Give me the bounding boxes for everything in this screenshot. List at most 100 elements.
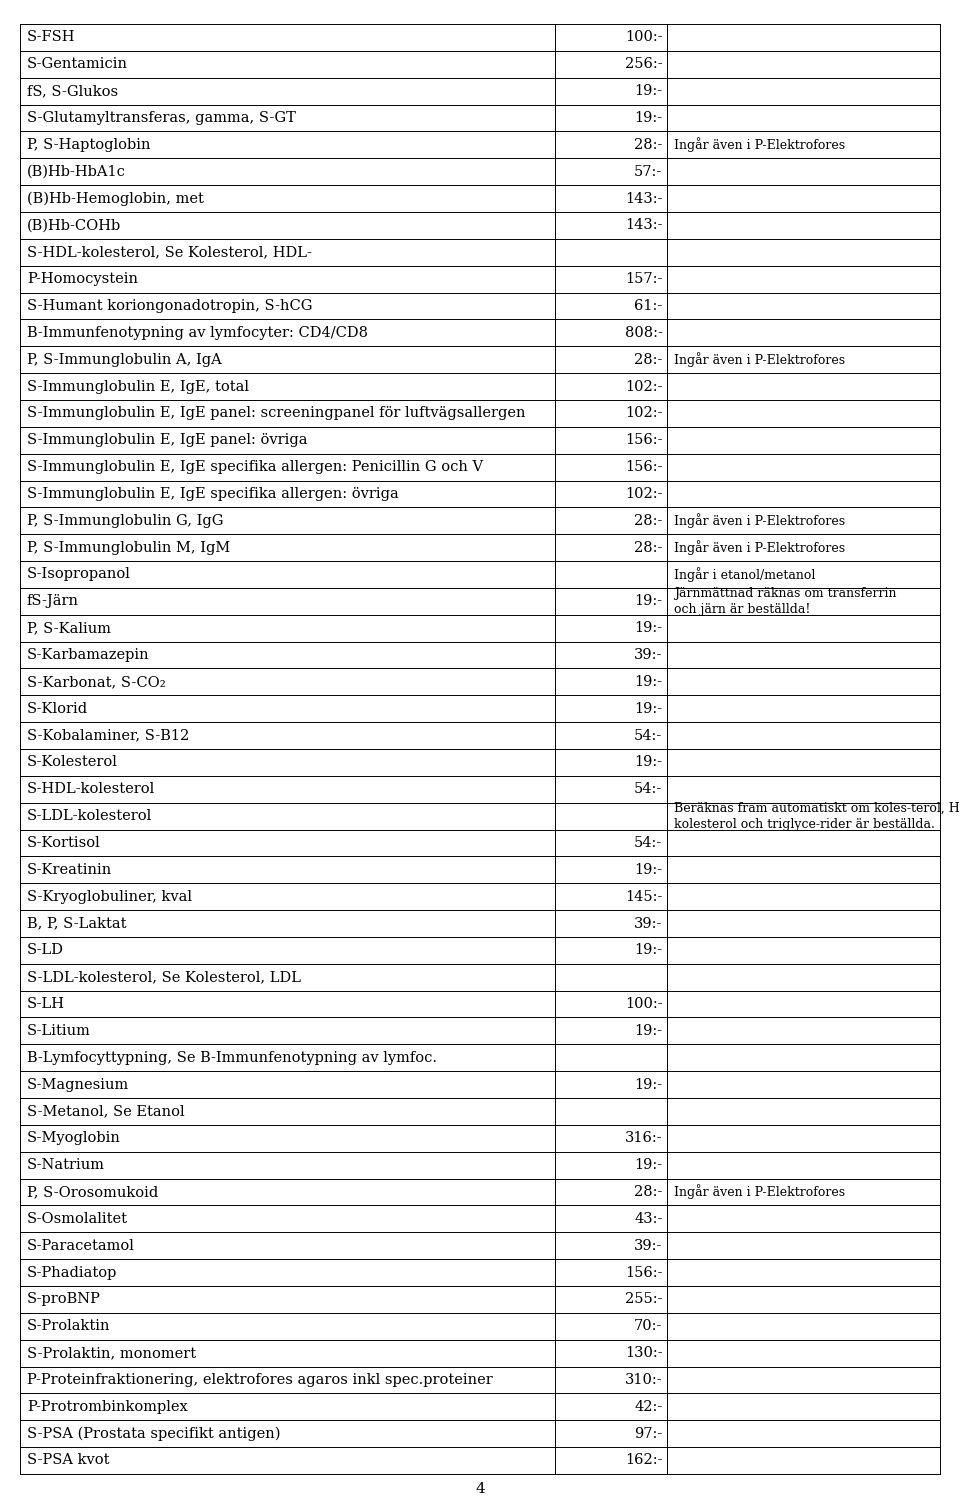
Text: 143:-: 143:- xyxy=(625,218,662,233)
Text: S-Magnesium: S-Magnesium xyxy=(27,1077,130,1092)
Text: S-Glutamyltransferas, gamma, S-GT: S-Glutamyltransferas, gamma, S-GT xyxy=(27,111,296,125)
Text: 28:-: 28:- xyxy=(634,514,662,528)
Text: 316:-: 316:- xyxy=(625,1131,662,1146)
Text: P-Homocystein: P-Homocystein xyxy=(27,272,138,286)
Text: kolesterol och triglyce-rider är beställda.: kolesterol och triglyce-rider är beställ… xyxy=(674,818,935,830)
Text: 19:-: 19:- xyxy=(635,1158,662,1172)
Text: S-Kolesterol: S-Kolesterol xyxy=(27,755,118,770)
Text: Ingår även i P-Elektrofores: Ingår även i P-Elektrofores xyxy=(674,540,845,555)
Text: 808:-: 808:- xyxy=(625,326,662,340)
Text: S-Humant koriongonadotropin, S-hCG: S-Humant koriongonadotropin, S-hCG xyxy=(27,299,312,313)
Text: 70:-: 70:- xyxy=(634,1319,662,1333)
Text: B-Lymfocyttypning, Se B-Immunfenotypning av lymfoc.: B-Lymfocyttypning, Se B-Immunfenotypning… xyxy=(27,1051,437,1065)
Text: 156:-: 156:- xyxy=(625,433,662,447)
Text: S-Phadiatop: S-Phadiatop xyxy=(27,1265,117,1280)
Text: 156:-: 156:- xyxy=(625,460,662,474)
Text: S-Kreatinin: S-Kreatinin xyxy=(27,863,112,877)
Text: P-Protrombinkomplex: P-Protrombinkomplex xyxy=(27,1400,187,1414)
Text: P, S-Immunglobulin M, IgM: P, S-Immunglobulin M, IgM xyxy=(27,540,230,555)
Text: S-Isopropanol: S-Isopropanol xyxy=(27,567,131,582)
Text: 19:-: 19:- xyxy=(635,863,662,877)
Text: P, S-Kalium: P, S-Kalium xyxy=(27,621,110,635)
Text: 97:-: 97:- xyxy=(635,1427,662,1441)
Text: S-Immunglobulin E, IgE specifika allergen: övriga: S-Immunglobulin E, IgE specifika allerge… xyxy=(27,487,398,501)
Text: (B)Hb-COHb: (B)Hb-COHb xyxy=(27,218,121,233)
Text: P-Proteinfraktionering, elektrofores agaros inkl spec.proteiner: P-Proteinfraktionering, elektrofores aga… xyxy=(27,1373,492,1387)
Text: fS-Järn: fS-Järn xyxy=(27,594,79,608)
Text: S-PSA (Prostata specifikt antigen): S-PSA (Prostata specifikt antigen) xyxy=(27,1426,280,1441)
Text: Ingår även i P-Elektrofores: Ingår även i P-Elektrofores xyxy=(674,137,845,152)
Text: 54:-: 54:- xyxy=(635,728,662,743)
Text: 143:-: 143:- xyxy=(625,191,662,206)
Text: och järn är beställda!: och järn är beställda! xyxy=(674,603,810,615)
Text: B, P, S-Laktat: B, P, S-Laktat xyxy=(27,916,127,931)
Text: S-Klorid: S-Klorid xyxy=(27,702,88,716)
Text: 19:-: 19:- xyxy=(635,755,662,770)
Text: 43:-: 43:- xyxy=(634,1212,662,1226)
Text: P, S-Immunglobulin A, IgA: P, S-Immunglobulin A, IgA xyxy=(27,352,222,367)
Text: S-Kobalaminer, S-B12: S-Kobalaminer, S-B12 xyxy=(27,728,189,743)
Text: S-Kryoglobuliner, kval: S-Kryoglobuliner, kval xyxy=(27,890,192,904)
Text: P, S-Immunglobulin G, IgG: P, S-Immunglobulin G, IgG xyxy=(27,514,224,528)
Text: 28:-: 28:- xyxy=(634,540,662,555)
Text: 157:-: 157:- xyxy=(625,272,662,286)
Text: 130:-: 130:- xyxy=(625,1346,662,1360)
Text: (B)Hb-Hemoglobin, met: (B)Hb-Hemoglobin, met xyxy=(27,191,204,206)
Text: 145:-: 145:- xyxy=(625,890,662,904)
Text: Ingår även i P-Elektrofores: Ingår även i P-Elektrofores xyxy=(674,1185,845,1200)
Text: 100:-: 100:- xyxy=(625,30,662,45)
Text: 100:-: 100:- xyxy=(625,997,662,1011)
Text: 39:-: 39:- xyxy=(634,648,662,662)
Text: 28:-: 28:- xyxy=(634,352,662,367)
Text: 19:-: 19:- xyxy=(635,675,662,689)
Text: 61:-: 61:- xyxy=(635,299,662,313)
Text: 156:-: 156:- xyxy=(625,1265,662,1280)
Text: S-Paracetamol: S-Paracetamol xyxy=(27,1239,134,1253)
Text: 19:-: 19:- xyxy=(635,943,662,958)
Text: S-Immunglobulin E, IgE, total: S-Immunglobulin E, IgE, total xyxy=(27,379,249,394)
Text: 310:-: 310:- xyxy=(625,1373,662,1387)
Text: S-Prolaktin: S-Prolaktin xyxy=(27,1319,110,1333)
Text: S-LH: S-LH xyxy=(27,997,65,1011)
Text: S-Natrium: S-Natrium xyxy=(27,1158,105,1172)
Text: S-Gentamicin: S-Gentamicin xyxy=(27,57,128,71)
Text: S-HDL-kolesterol, Se Kolesterol, HDL-: S-HDL-kolesterol, Se Kolesterol, HDL- xyxy=(27,245,312,259)
Text: Ingår även i P-Elektrofores: Ingår även i P-Elektrofores xyxy=(674,513,845,528)
Text: S-HDL-kolesterol: S-HDL-kolesterol xyxy=(27,782,156,796)
Text: 57:-: 57:- xyxy=(635,165,662,179)
Text: 54:-: 54:- xyxy=(635,782,662,796)
Text: S-LD: S-LD xyxy=(27,943,64,958)
Text: S-Kortisol: S-Kortisol xyxy=(27,836,101,850)
Text: 28:-: 28:- xyxy=(634,138,662,152)
Text: 39:-: 39:- xyxy=(634,1239,662,1253)
Text: 102:-: 102:- xyxy=(625,379,662,394)
Text: P, S-Orosomukoid: P, S-Orosomukoid xyxy=(27,1185,158,1199)
Text: S-LDL-kolesterol, Se Kolesterol, LDL: S-LDL-kolesterol, Se Kolesterol, LDL xyxy=(27,970,300,984)
Text: B-Immunfenotypning av lymfocyter: CD4/CD8: B-Immunfenotypning av lymfocyter: CD4/CD… xyxy=(27,326,368,340)
Text: 19:-: 19:- xyxy=(635,702,662,716)
Text: 102:-: 102:- xyxy=(625,487,662,501)
Text: Ingår även i P-Elektrofores: Ingår även i P-Elektrofores xyxy=(674,352,845,367)
Text: 256:-: 256:- xyxy=(625,57,662,71)
Text: 102:-: 102:- xyxy=(625,406,662,421)
Text: S-Prolaktin, monomert: S-Prolaktin, monomert xyxy=(27,1346,196,1360)
Text: 42:-: 42:- xyxy=(635,1400,662,1414)
Text: Ingår i etanol/metanol: Ingår i etanol/metanol xyxy=(674,567,815,582)
Text: 19:-: 19:- xyxy=(635,84,662,98)
Text: 19:-: 19:- xyxy=(635,1024,662,1038)
Text: S-Litium: S-Litium xyxy=(27,1024,91,1038)
Text: Beräknas fram automatiskt om koles-terol, HDL-: Beräknas fram automatiskt om koles-terol… xyxy=(674,802,960,815)
Text: 255:-: 255:- xyxy=(625,1292,662,1307)
Text: 19:-: 19:- xyxy=(635,1077,662,1092)
Text: 28:-: 28:- xyxy=(634,1185,662,1199)
Text: Järnmättnad räknas om transferrin: Järnmättnad räknas om transferrin xyxy=(674,587,897,600)
Text: S-Immunglobulin E, IgE panel: övriga: S-Immunglobulin E, IgE panel: övriga xyxy=(27,433,307,447)
Text: S-Immunglobulin E, IgE specifika allergen: Penicillin G och V: S-Immunglobulin E, IgE specifika allerge… xyxy=(27,460,483,474)
Text: S-Osmolalitet: S-Osmolalitet xyxy=(27,1212,128,1226)
Text: P, S-Haptoglobin: P, S-Haptoglobin xyxy=(27,138,151,152)
Text: S-Metanol, Se Etanol: S-Metanol, Se Etanol xyxy=(27,1104,184,1119)
Text: 39:-: 39:- xyxy=(634,916,662,931)
Text: 162:-: 162:- xyxy=(625,1453,662,1468)
Text: S-FSH: S-FSH xyxy=(27,30,76,45)
Text: S-PSA kvot: S-PSA kvot xyxy=(27,1453,109,1468)
